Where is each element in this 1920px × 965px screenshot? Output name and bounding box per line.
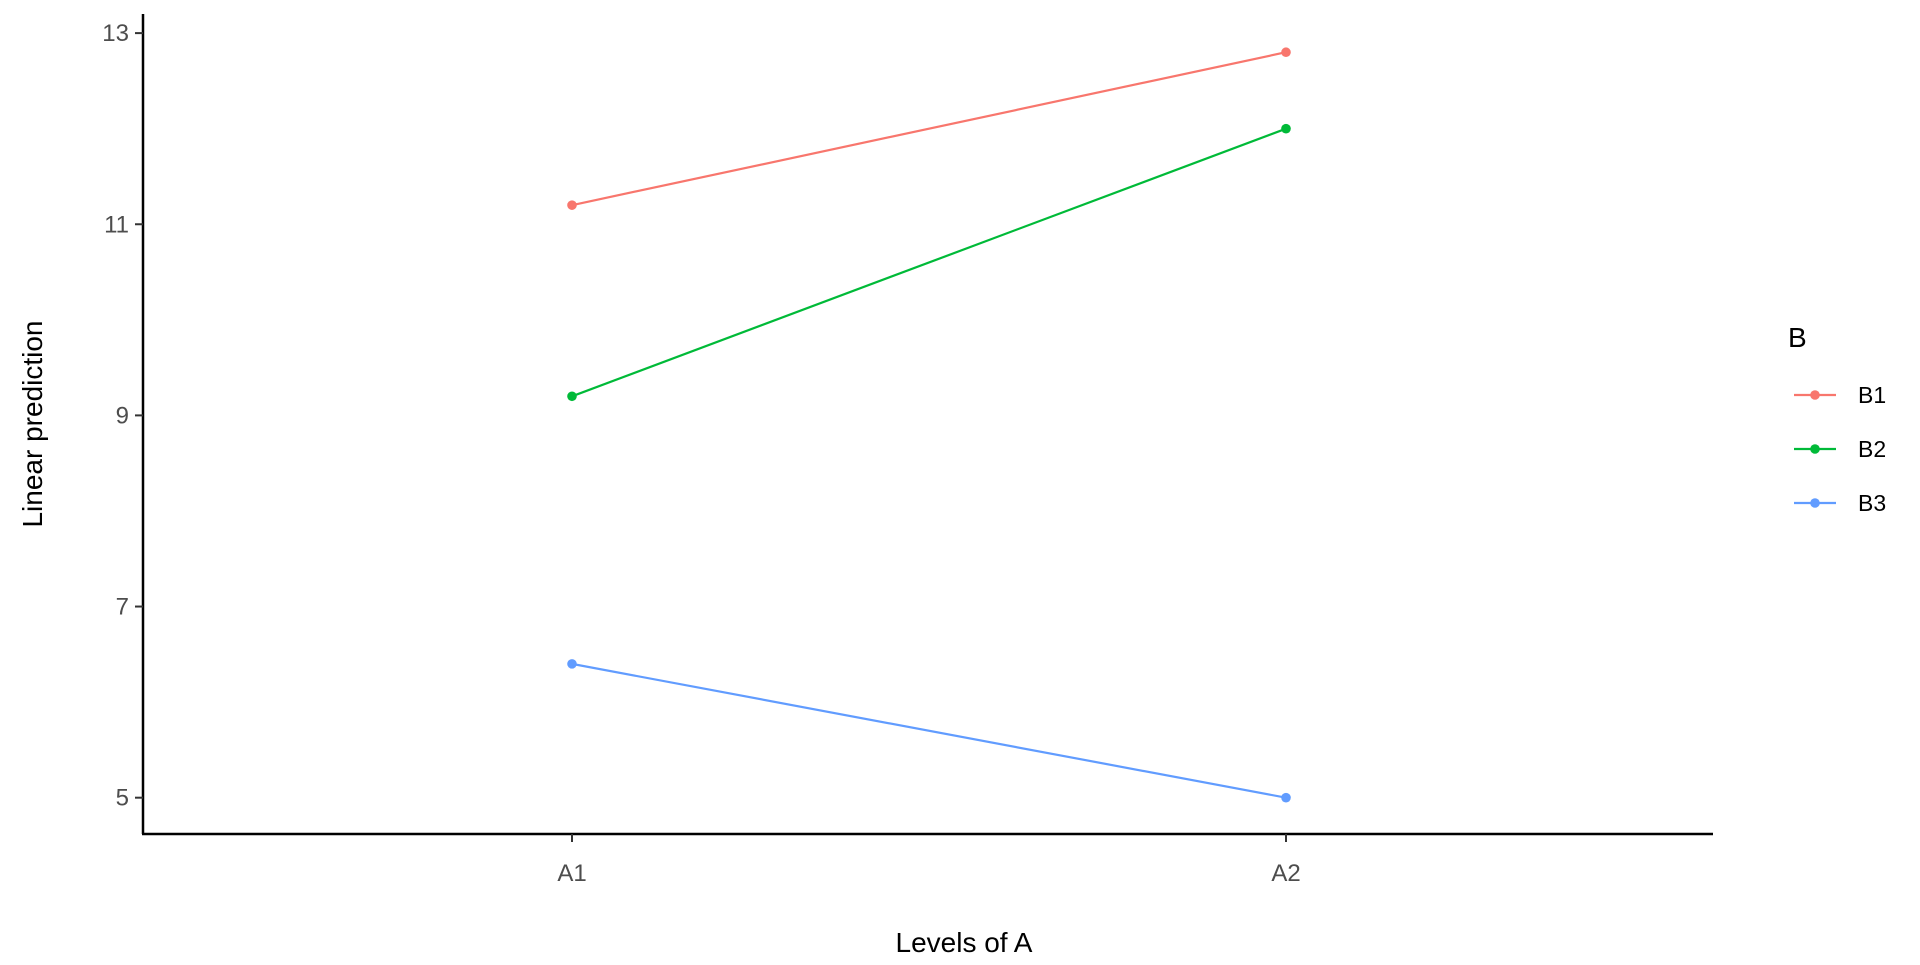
y-tick-label: 5 [116, 785, 129, 812]
legend-item-b3: B3 [1794, 490, 1886, 516]
legend: B B1 B2 B3 [1788, 322, 1886, 516]
y-tick-label: 9 [116, 402, 129, 429]
y-tick-label: 7 [116, 594, 129, 621]
series-line-b2 [571, 127, 1287, 398]
data-point-b2-a2 [1281, 123, 1291, 134]
legend-label: B2 [1858, 436, 1886, 462]
data-point-b2-a1 [567, 391, 577, 402]
series-points [567, 47, 1291, 803]
legend-item-b1: B1 [1794, 382, 1886, 408]
legend-item-b2: B2 [1794, 436, 1886, 462]
legend-key-point [1810, 390, 1820, 400]
legend-key-point [1810, 498, 1820, 508]
data-point-b3-a1 [567, 659, 577, 669]
x-axis-ticks: A1 A2 [557, 834, 1301, 887]
x-tick-label: A1 [557, 860, 586, 887]
data-point-b1-a1 [567, 200, 577, 210]
legend-keys: B1 B2 B3 [1794, 382, 1886, 516]
legend-label: B3 [1858, 490, 1886, 516]
y-axis-title: Linear prediction [17, 320, 48, 527]
x-axis-title: Levels of A [896, 927, 1033, 958]
legend-title: B [1788, 322, 1807, 353]
x-tick-label: A2 [1271, 860, 1300, 887]
data-point-b3-a2 [1281, 792, 1291, 803]
legend-label: B1 [1858, 382, 1886, 408]
y-tick-label: 13 [102, 20, 129, 47]
series-lines [571, 51, 1287, 799]
legend-key-point [1810, 444, 1820, 454]
axes [141, 14, 1713, 836]
series-line-b1 [571, 51, 1287, 207]
y-tick-label: 11 [104, 211, 129, 238]
data-point-b1-a2 [1281, 47, 1291, 58]
y-axis-ticks: 5 7 9 11 13 [102, 20, 143, 812]
series-line-b3 [571, 662, 1287, 799]
